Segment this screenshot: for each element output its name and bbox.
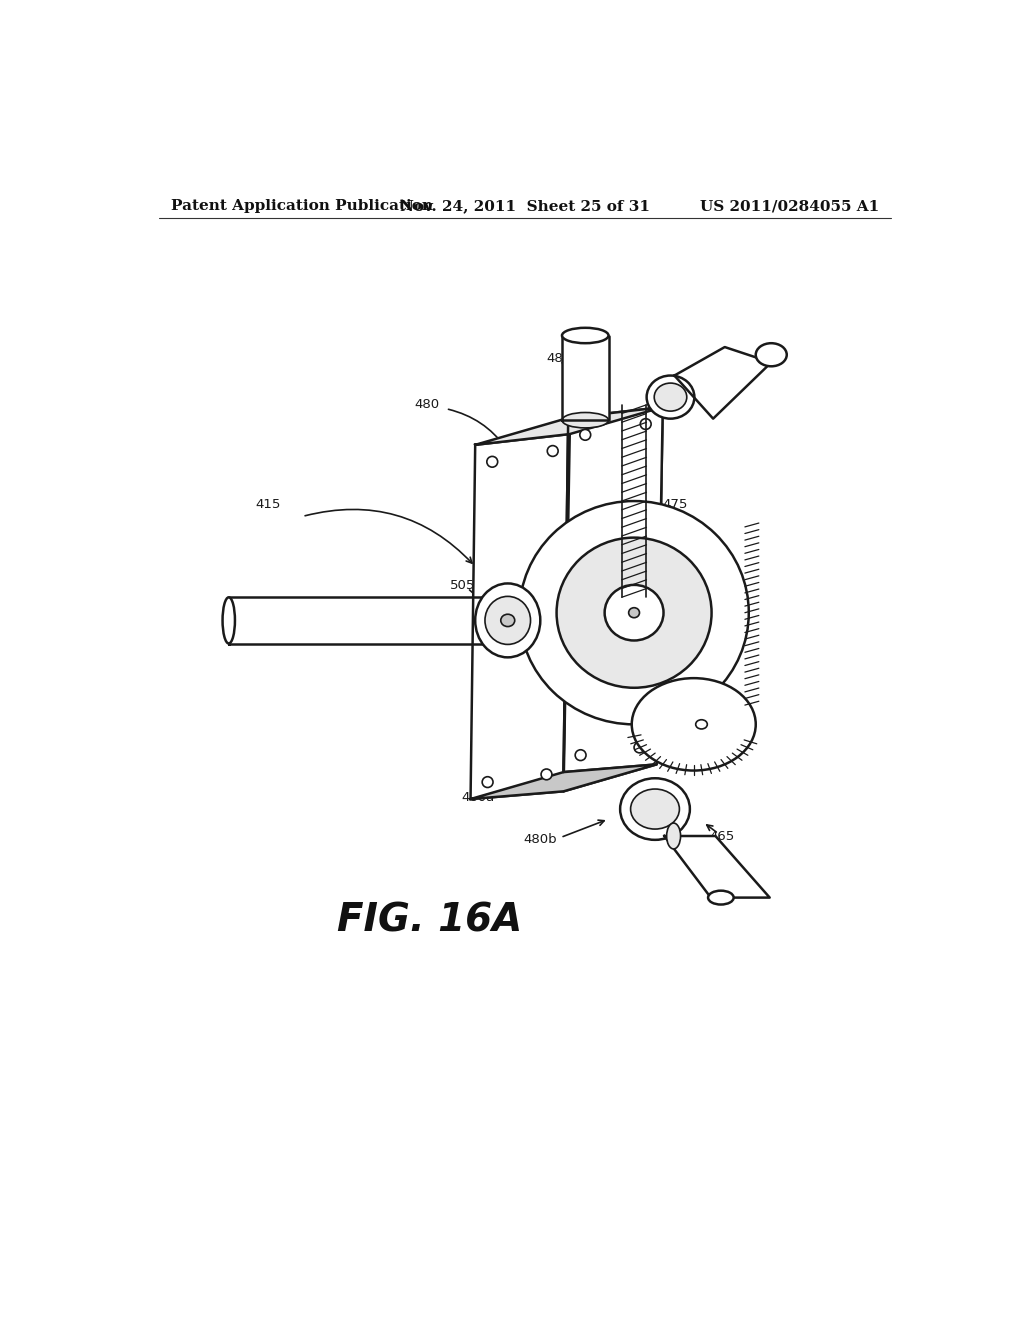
Text: FIG. 16A: FIG. 16A (337, 902, 522, 940)
Ellipse shape (580, 429, 591, 441)
Text: 480b: 480b (547, 352, 581, 366)
Ellipse shape (575, 750, 586, 760)
Text: Patent Application Publication: Patent Application Publication (171, 199, 432, 213)
Ellipse shape (695, 719, 708, 729)
Ellipse shape (756, 343, 786, 366)
Polygon shape (471, 434, 569, 799)
Text: 470: 470 (686, 583, 712, 597)
Ellipse shape (485, 597, 530, 644)
Ellipse shape (482, 776, 493, 788)
Ellipse shape (547, 446, 558, 457)
Ellipse shape (519, 502, 749, 725)
Polygon shape (562, 335, 608, 420)
Text: 505: 505 (450, 579, 475, 593)
Ellipse shape (557, 537, 712, 688)
Ellipse shape (632, 678, 756, 771)
Text: 480b: 480b (523, 833, 557, 846)
Ellipse shape (486, 457, 498, 467)
Ellipse shape (667, 824, 681, 849)
Ellipse shape (646, 376, 694, 418)
Ellipse shape (640, 418, 651, 429)
Ellipse shape (631, 789, 679, 829)
Text: 405a: 405a (326, 614, 359, 627)
Text: 465: 465 (710, 829, 734, 842)
Text: 480: 480 (415, 399, 440, 412)
Ellipse shape (222, 597, 234, 644)
Text: 415: 415 (256, 499, 282, 511)
Ellipse shape (604, 585, 664, 640)
Text: 465: 465 (713, 356, 738, 370)
Text: US 2011/0284055 A1: US 2011/0284055 A1 (700, 199, 880, 213)
Ellipse shape (562, 412, 608, 428)
Ellipse shape (621, 779, 690, 840)
Polygon shape (675, 347, 771, 418)
Ellipse shape (541, 770, 552, 780)
Text: Nov. 24, 2011  Sheet 25 of 31: Nov. 24, 2011 Sheet 25 of 31 (399, 199, 650, 213)
Text: 480a: 480a (461, 791, 495, 804)
Ellipse shape (475, 583, 541, 657)
Polygon shape (665, 836, 770, 898)
Text: 420: 420 (655, 545, 680, 557)
Ellipse shape (654, 383, 687, 411)
Ellipse shape (708, 891, 733, 904)
Polygon shape (228, 598, 483, 644)
Ellipse shape (562, 327, 608, 343)
Polygon shape (563, 407, 663, 792)
Ellipse shape (501, 614, 515, 627)
Ellipse shape (634, 742, 645, 752)
Polygon shape (475, 407, 663, 445)
Text: 475: 475 (663, 499, 688, 511)
Polygon shape (471, 764, 656, 799)
Polygon shape (563, 407, 663, 772)
Ellipse shape (629, 607, 640, 618)
